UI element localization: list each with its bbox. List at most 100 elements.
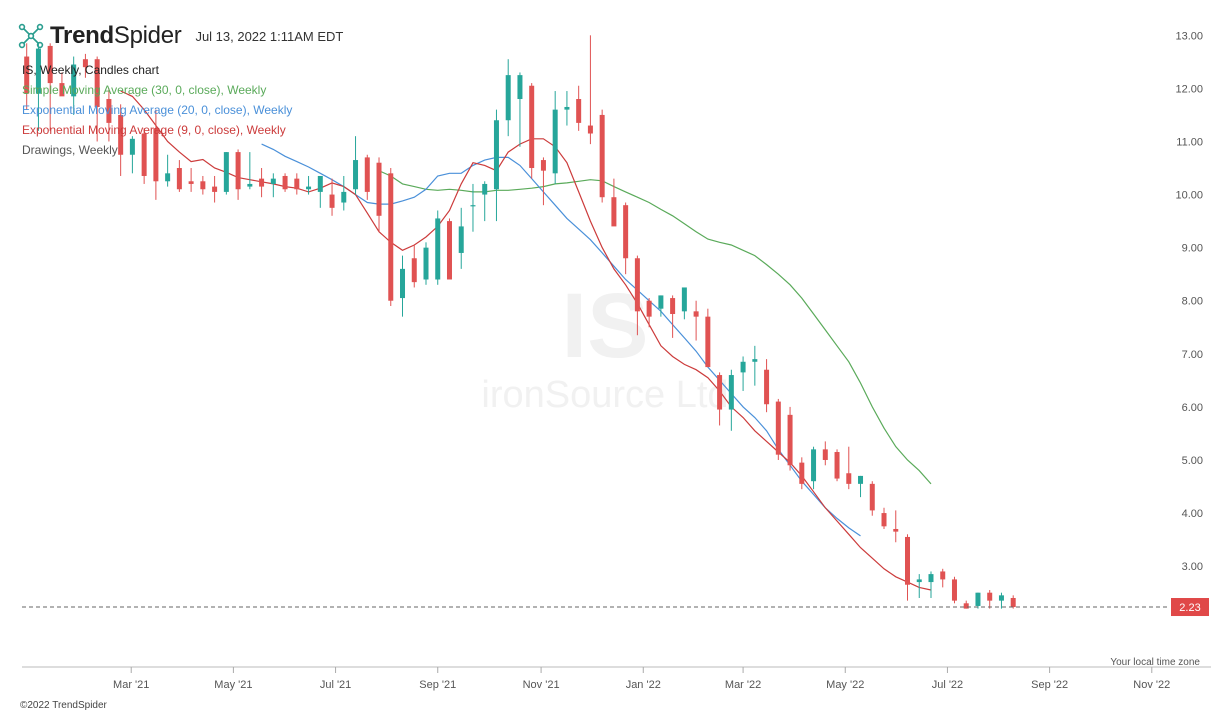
candle-body: [388, 173, 394, 301]
header: TrendSpider Jul 13, 2022 1:11AM EDT: [18, 20, 343, 52]
legend-ema9[interactable]: Exponential Moving Average (9, 0, close)…: [22, 123, 286, 137]
candle: [270, 173, 276, 198]
candle: [35, 43, 41, 131]
x-tick-label: May '22: [826, 679, 864, 691]
candle-body: [728, 375, 734, 410]
candle-body: [71, 64, 77, 97]
candle-body: [118, 114, 124, 155]
candle: [282, 173, 288, 192]
x-tick-label: Jan '22: [626, 679, 661, 691]
candle-body: [552, 109, 558, 174]
sma-30-line: [378, 170, 932, 485]
candle: [693, 300, 699, 341]
candle-body: [458, 226, 464, 253]
legend-drawings[interactable]: Drawings, Weekly: [22, 143, 118, 157]
candle: [376, 157, 382, 232]
candle-body: [376, 162, 382, 216]
candle-body: [446, 221, 452, 280]
candle: [212, 175, 218, 203]
candle: [129, 136, 135, 174]
candle: [740, 356, 746, 391]
candle-body: [247, 183, 253, 187]
price-tag-label: 2.23: [1179, 602, 1200, 614]
candle-body: [223, 152, 229, 192]
candle-body: [235, 152, 241, 190]
candle: [670, 295, 676, 338]
candle-body: [129, 138, 135, 155]
candle: [587, 35, 593, 145]
candle-body: [893, 528, 899, 532]
x-tick-label: Jul '22: [932, 679, 963, 691]
candle: [1010, 595, 1016, 609]
candle-body: [482, 183, 488, 195]
legend-sma[interactable]: Simple Moving Average (30, 0, close), We…: [22, 83, 267, 97]
candle-body: [928, 574, 934, 583]
x-tick-label: Nov '21: [523, 679, 560, 691]
candle-body: [517, 75, 523, 100]
y-tick-label: 9.00: [1182, 243, 1203, 255]
chart-legend: IS, Weekly, Candles chart Simple Moving …: [22, 60, 292, 160]
candle-body: [141, 133, 147, 176]
candle-body: [740, 361, 746, 373]
current-price-line: 2.23: [22, 598, 1209, 617]
candle: [963, 600, 969, 609]
candles: [24, 35, 1016, 609]
candle-body: [775, 401, 781, 455]
candle-body: [493, 120, 499, 190]
candle: [94, 56, 100, 142]
candle-body: [599, 114, 605, 198]
candle: [446, 218, 452, 280]
candle: [951, 576, 957, 604]
brand-light: Spider: [113, 22, 182, 49]
candle-body: [717, 375, 723, 410]
candle: [916, 574, 922, 598]
candle-body: [940, 571, 946, 580]
candle: [353, 136, 359, 195]
candle-body: [353, 160, 359, 190]
watermark-company: ironSource Ltd: [481, 374, 728, 416]
candle-body: [916, 579, 922, 583]
y-tick-label: 8.00: [1182, 296, 1203, 308]
x-tick-label: Sep '21: [419, 679, 456, 691]
candle-body: [799, 462, 805, 484]
candle: [787, 406, 793, 471]
candle-body: [153, 128, 159, 182]
x-tick-label: Sep '22: [1031, 679, 1068, 691]
candle-body: [987, 592, 993, 601]
candle: [435, 210, 441, 285]
candle-body: [858, 475, 864, 484]
candle: [893, 510, 899, 543]
candle: [188, 168, 194, 192]
candle-body: [505, 75, 511, 121]
candle: [799, 457, 805, 490]
legend-ema20[interactable]: Exponential Moving Average (20, 0, close…: [22, 103, 293, 117]
candle: [458, 207, 464, 269]
candle-body: [646, 300, 652, 317]
candle: [235, 149, 241, 200]
candle-body: [47, 45, 53, 84]
candle-body: [975, 592, 981, 606]
candle: [106, 88, 112, 142]
y-tick-label: 5.00: [1182, 455, 1203, 467]
candle-body: [400, 268, 406, 299]
x-tick-label: Mar '22: [725, 679, 761, 691]
y-tick-label: 6.00: [1182, 402, 1203, 414]
y-tick-label: 11.00: [1176, 136, 1203, 148]
candle: [728, 369, 734, 431]
candle: [928, 571, 934, 598]
timezone-note: Your local time zone: [1110, 657, 1200, 668]
y-tick-label: 7.00: [1182, 349, 1203, 361]
candle: [775, 398, 781, 460]
candle-body: [846, 473, 852, 484]
legend-chart-label[interactable]: IS, Weekly, Candles chart: [22, 63, 159, 77]
candle: [470, 183, 476, 232]
candle: [623, 202, 629, 275]
candle: [940, 568, 946, 588]
candle: [329, 178, 335, 216]
watermark: IS ironSource Ltd: [481, 275, 728, 416]
candle: [869, 481, 875, 516]
candle-body: [329, 194, 335, 208]
candle: [165, 154, 171, 187]
